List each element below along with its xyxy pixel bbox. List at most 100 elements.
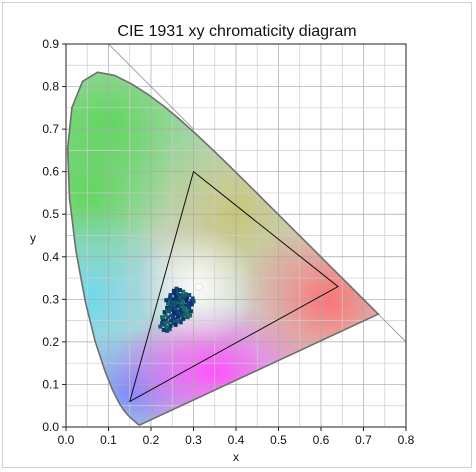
- data-point: [172, 290, 177, 295]
- data-point: [168, 295, 173, 300]
- data-point: [176, 312, 181, 317]
- y-tick-label: 0.9: [42, 37, 59, 51]
- data-point: [182, 293, 187, 298]
- data-point: [182, 305, 187, 310]
- y-axis-label: y: [30, 231, 36, 245]
- data-point: [187, 301, 192, 306]
- data-point: [170, 303, 175, 308]
- y-tick-label: 0.7: [42, 122, 59, 136]
- data-point: [172, 301, 177, 306]
- data-point: [163, 313, 168, 318]
- data-point: [187, 293, 192, 298]
- data-point: [181, 316, 186, 321]
- data-point: [189, 302, 194, 307]
- data-point: [176, 315, 181, 320]
- data-point: [180, 296, 185, 301]
- spectral-locus: [66, 71, 380, 426]
- data-point: [174, 319, 179, 324]
- data-point: [190, 296, 195, 301]
- x-tick-label: 0.0: [58, 433, 75, 447]
- data-point: [171, 288, 176, 293]
- data-point: [160, 317, 165, 322]
- data-point: [189, 299, 194, 304]
- data-point: [178, 320, 183, 325]
- data-point: [167, 297, 172, 302]
- data-point: [177, 298, 182, 303]
- white-point-marker: [194, 282, 203, 291]
- y-tick-label: 0.5: [42, 207, 59, 221]
- data-point: [160, 315, 165, 320]
- data-point: [185, 295, 190, 300]
- data-point: [179, 313, 184, 318]
- data-point: [165, 328, 170, 333]
- data-point: [166, 315, 170, 320]
- data-point: [167, 307, 172, 312]
- extension-line: [108, 44, 194, 130]
- data-point: [168, 323, 173, 328]
- data-point: [179, 310, 184, 315]
- x-axis-label: x: [233, 450, 239, 464]
- gamut-color-fill: [67, 72, 379, 425]
- data-point: [171, 297, 176, 302]
- data-point: [178, 303, 183, 308]
- x-tick-label: 0.7: [355, 433, 372, 447]
- data-point: [191, 299, 196, 304]
- data-point: [169, 318, 174, 323]
- data-point: [188, 313, 193, 318]
- x-axis-ticks: 0.0 0.1 0.2 0.3 0.4 0.5 0.6 0.7 0.8: [58, 427, 415, 447]
- data-point: [164, 298, 169, 303]
- data-point: [175, 289, 180, 294]
- data-point: [181, 289, 186, 294]
- data-point: [176, 295, 181, 300]
- data-point: [173, 305, 178, 310]
- data-point: [166, 320, 170, 325]
- data-point: [187, 304, 192, 309]
- data-point: [169, 300, 174, 305]
- data-point: [166, 301, 170, 306]
- data-point: [185, 315, 190, 320]
- x-tick-label: 0.4: [228, 433, 245, 447]
- data-point: [171, 315, 176, 320]
- data-point: [170, 307, 175, 312]
- y-tick-label: 0.8: [42, 80, 59, 94]
- data-point: [183, 312, 187, 317]
- data-point: [183, 303, 188, 308]
- data-point: [185, 310, 190, 315]
- data-point: [164, 324, 169, 329]
- data-point: [174, 297, 179, 302]
- data-point: [174, 286, 179, 291]
- data-point: [188, 309, 193, 314]
- data-point: [173, 322, 178, 327]
- data-point: [158, 324, 163, 329]
- data-point: [162, 310, 167, 315]
- gamut-triangle: [128, 170, 339, 403]
- data-points: [158, 286, 196, 333]
- y-tick-label: 0.1: [42, 377, 59, 391]
- data-point: [165, 305, 170, 310]
- x-tick-label: 0.8: [398, 433, 415, 447]
- data-point: [160, 321, 165, 326]
- y-tick-label: 0.0: [42, 420, 59, 434]
- x-tick-label: 0.1: [100, 433, 117, 447]
- x-tick-label: 0.5: [270, 433, 287, 447]
- data-point: [171, 321, 176, 326]
- data-point: [162, 322, 167, 327]
- y-tick-label: 0.4: [42, 250, 59, 264]
- data-point: [167, 327, 172, 332]
- data-point: [184, 299, 189, 304]
- data-point: [171, 310, 176, 315]
- chart-title: CIE 1931 xy chromaticity diagram: [117, 23, 356, 40]
- data-point: [175, 303, 180, 308]
- data-point: [177, 293, 182, 298]
- data-point: [177, 287, 182, 292]
- y-tick-label: 0.2: [42, 335, 59, 349]
- data-point: [183, 309, 187, 314]
- data-point: [176, 300, 181, 305]
- data-point: [180, 299, 185, 304]
- data-point: [168, 293, 173, 298]
- y-tick-label: 0.3: [42, 292, 59, 306]
- y-tick-label: 0.6: [42, 165, 59, 179]
- y-axis-ticks: 0.0 0.1 0.2 0.3 0.4 0.5 0.6 0.7 0.8 0.9: [42, 37, 66, 434]
- data-point: [173, 293, 178, 298]
